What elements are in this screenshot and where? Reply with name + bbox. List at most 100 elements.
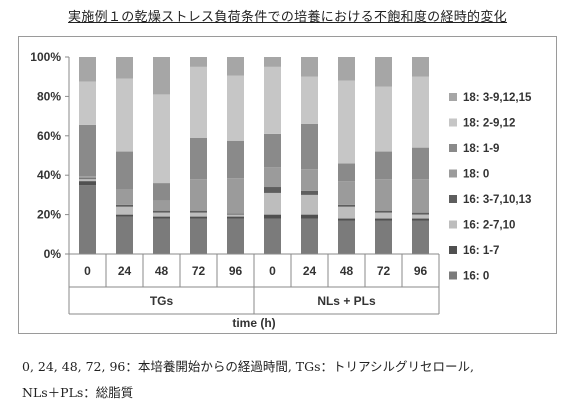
group-label: NLs + PLs (317, 294, 376, 308)
bar-segment (153, 217, 170, 219)
legend-label: 18: 1-9 (463, 143, 499, 155)
category-label: 72 (192, 264, 206, 278)
bar-segment (375, 57, 392, 87)
bar-segment (338, 205, 355, 207)
legend-label: 18: 3-9,12,15 (463, 92, 532, 104)
bar-segment (153, 201, 170, 211)
y-tick-label: 20% (37, 208, 61, 222)
bar-segment (338, 219, 355, 221)
bar-segment (264, 134, 281, 167)
bar-segment (227, 76, 244, 141)
bar-segment (301, 195, 318, 215)
bar-segment (264, 57, 281, 67)
category-label: 0 (84, 264, 91, 278)
bar-segment (375, 179, 392, 211)
bar-segment (338, 163, 355, 181)
bar-segment (264, 67, 281, 134)
legend-swatch (449, 195, 457, 203)
bar-segment (116, 189, 133, 205)
legend-swatch (449, 170, 457, 178)
bar-segment (79, 176, 96, 178)
legend-swatch (449, 246, 457, 254)
bar-segment (116, 217, 133, 254)
bar-segment (79, 178, 96, 179)
bar-segment (264, 215, 281, 219)
bar-segment (116, 152, 133, 189)
legend-swatch (449, 119, 457, 127)
y-tick-label: 40% (37, 168, 61, 182)
bar-segment (264, 219, 281, 254)
legend-swatch (449, 144, 457, 152)
caption-line-2: NLs＋PLs：総脂質 (22, 382, 133, 401)
bar-segment (412, 148, 429, 180)
bar-segment (412, 57, 429, 77)
legend-label: 16: 3-7,10,13 (463, 194, 531, 206)
bar-segment (153, 219, 170, 254)
bar-segment (79, 185, 96, 254)
bar-segment (375, 219, 392, 221)
category-label: 72 (377, 264, 391, 278)
bar-segment (116, 215, 133, 217)
category-label: 0 (269, 264, 276, 278)
bar-segment (338, 81, 355, 164)
y-tick-label: 60% (37, 129, 61, 143)
bar-segment (79, 57, 96, 82)
bar-segment (338, 207, 355, 219)
bar-segment (153, 183, 170, 201)
bar-segment (338, 57, 355, 81)
bar-segment (227, 217, 244, 219)
bar-segment (116, 205, 133, 207)
bar-segment (301, 77, 318, 124)
group-label: TGs (150, 294, 174, 308)
legend-label: 16: 1-7 (463, 245, 499, 257)
bar-segment (116, 57, 133, 79)
bar-segment (116, 79, 133, 152)
bar-segment (79, 181, 96, 185)
legend-label: 16: 2-7,10 (463, 220, 515, 232)
bar-segment (153, 57, 170, 94)
bar-segment (412, 179, 429, 212)
category-label: 48 (155, 264, 169, 278)
legend-swatch (449, 272, 457, 280)
bar-segment (79, 179, 96, 181)
caption-line-1: 0, 24, 48, 72, 96：本培養開始からの経過時間, TGs：トリアシ… (22, 356, 474, 375)
bar-segment (301, 219, 318, 254)
bar-segment (375, 213, 392, 219)
category-label: 48 (340, 264, 354, 278)
bar-segment (227, 141, 244, 178)
bar-segment (412, 215, 429, 219)
y-tick-label: 100% (30, 50, 61, 64)
legend-label: 16: 0 (463, 271, 489, 283)
stacked-bar-chart: 0%20%40%60%80%100%TGsNLs + PLs0244872960… (19, 37, 556, 333)
bar-segment (301, 124, 318, 169)
bar-segment (190, 219, 207, 254)
category-label: 24 (303, 264, 317, 278)
legend-swatch (449, 221, 457, 229)
bar-segment (338, 181, 355, 205)
legend-label: 18: 2-9,12 (463, 118, 515, 130)
bar-segment (153, 211, 170, 213)
category-label: 96 (414, 264, 428, 278)
bar-segment (190, 217, 207, 219)
bar-segment (227, 214, 244, 215)
bar-segment (116, 207, 133, 215)
bar-segment (153, 94, 170, 183)
bar-segment (190, 211, 207, 213)
y-tick-label: 80% (37, 89, 61, 103)
x-axis-title: time (h) (232, 316, 275, 330)
bar-segment (227, 57, 244, 76)
bar-segment (301, 57, 318, 77)
bar-segment (375, 221, 392, 254)
bar-segment (264, 167, 281, 187)
bar-segment (264, 193, 281, 215)
bar-segment (412, 219, 429, 221)
bar-segment (79, 125, 96, 176)
legend-swatch (449, 93, 457, 101)
bar-segment (412, 213, 429, 215)
bar-segment (375, 152, 392, 180)
bar-segment (190, 57, 207, 67)
bar-segment (375, 87, 392, 152)
chart-title: 実施例１の乾燥ストレス負荷条件での培養における不飽和度の経時的変化 (0, 6, 575, 25)
bar-segment (153, 213, 170, 217)
bar-segment (375, 211, 392, 213)
